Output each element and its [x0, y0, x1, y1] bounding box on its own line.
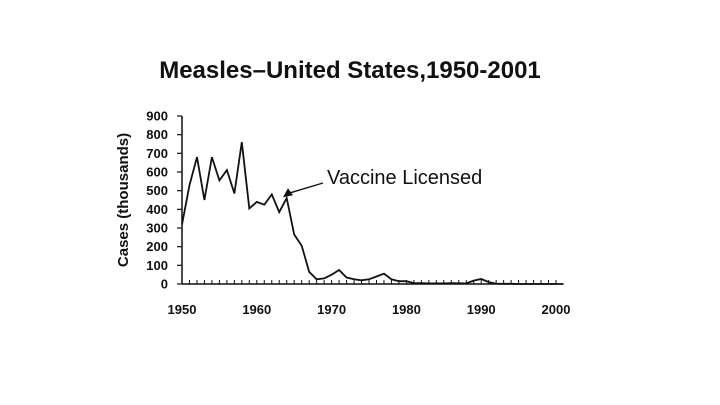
chart-axes — [181, 116, 556, 285]
annotation-label: Vaccine Licensed — [327, 167, 482, 189]
y-tick-label: 0 — [161, 277, 168, 292]
y-tick-label: 600 — [146, 165, 168, 180]
chart-title: Measles–United States,1950-2001 — [159, 57, 541, 84]
annotation-arrow-line — [288, 182, 324, 194]
x-tick-label: 1950 — [168, 302, 197, 317]
y-tick-label: 800 — [146, 127, 168, 142]
y-tick-label: 500 — [146, 183, 168, 198]
y-axis-label: Cases (thousands) — [115, 133, 132, 267]
series-line — [181, 141, 564, 285]
x-tick-label: 1990 — [467, 302, 496, 317]
x-tick-label: 1980 — [392, 302, 421, 317]
y-tick-label: 900 — [146, 109, 168, 124]
y-tick-label: 400 — [146, 202, 168, 217]
chart-annotations: Vaccine Licensed — [282, 167, 482, 198]
x-tick-label: 1960 — [242, 302, 271, 317]
x-tick-label: 2000 — [542, 302, 571, 317]
y-tick-label: 100 — [146, 258, 168, 273]
y-tick-label: 200 — [146, 239, 168, 254]
chart-ticks: 0 100 200 300 400 500 600 700 800 900 1950 1960 1970… — [146, 109, 570, 318]
annotation-arrowhead — [282, 188, 293, 198]
x-tick-label: 1970 — [317, 302, 346, 317]
y-tick-label: 300 — [146, 221, 168, 236]
y-tick-label: 700 — [146, 146, 168, 161]
